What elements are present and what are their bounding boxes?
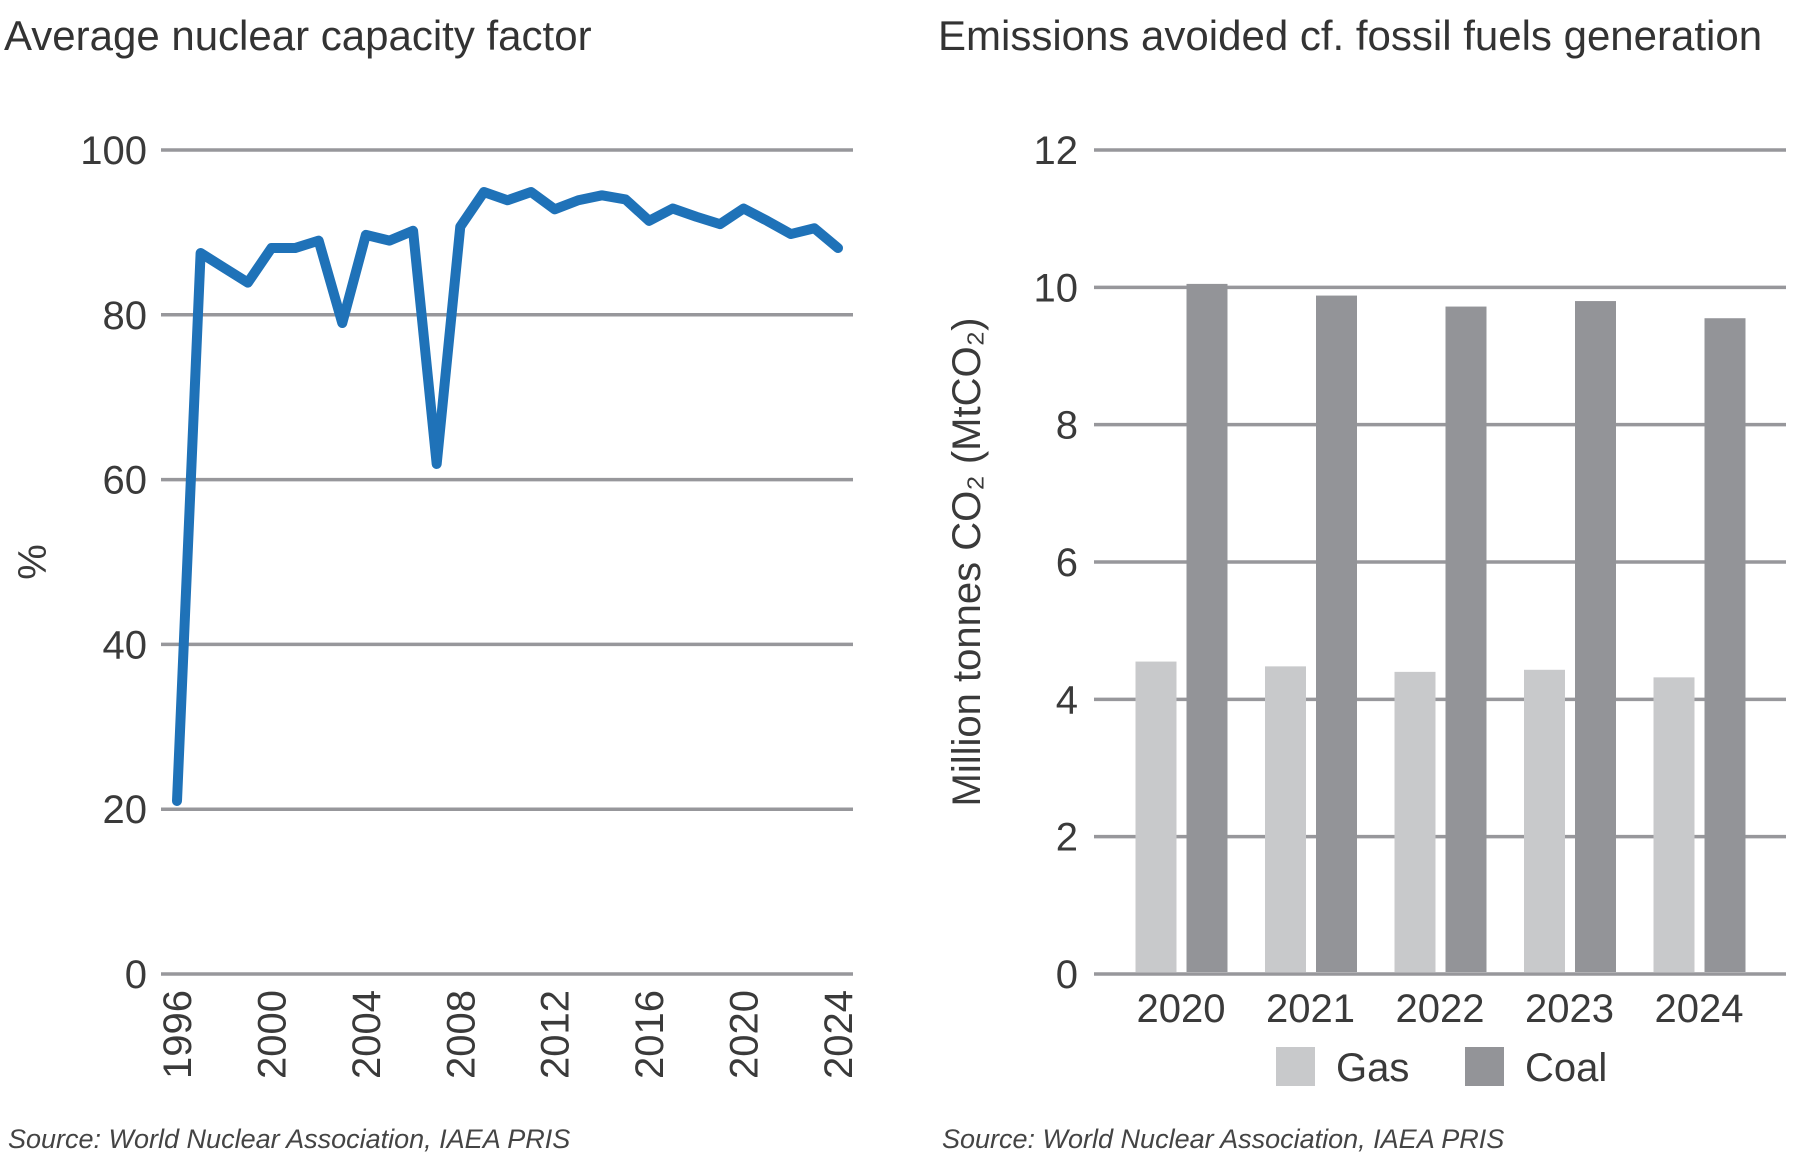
y-tick-label: 0 [125,953,147,997]
y-tick-label: 40 [103,623,148,667]
x-tick-label: 2004 [345,990,389,1079]
x-tick-label: 2020 [723,990,767,1079]
capacity-factor-line [172,187,843,806]
y-tick-label: 4 [1056,678,1078,722]
bar-coal-2022 [1445,306,1487,972]
y-tick-label: 2 [1056,816,1078,860]
y-tick-label: 0 [1056,953,1078,997]
y-tick-label: 80 [103,294,148,338]
x-tick-label: 2000 [250,990,294,1079]
legend-swatch-coal [1465,1047,1504,1086]
x-tick-label: 2008 [439,990,483,1079]
y-tick-label: 12 [1034,129,1079,173]
x-tick-label: 2024 [817,990,861,1079]
y-tick-label: 20 [103,788,148,832]
y-tick-label: 10 [1034,266,1079,310]
y-tick-label: 100 [80,129,147,173]
bar-gas-2020 [1135,661,1177,972]
bar-gas-2024 [1653,677,1695,972]
bar-gas-2022 [1394,671,1436,972]
left-source-note: Source: World Nuclear Association, IAEA … [8,1124,570,1154]
bar-coal-2023 [1575,301,1616,973]
right-source-note: Source: World Nuclear Association, IAEA … [942,1124,1504,1154]
bar-coal-2020 [1186,283,1228,972]
x-tick-label: 1996 [156,990,200,1079]
x-tick-label: 2022 [1396,987,1485,1031]
bar-coal-2021 [1316,295,1357,972]
x-tick-label: 2023 [1525,987,1614,1031]
y-tick-label: 60 [103,459,148,503]
x-tick-label: 2012 [534,990,578,1079]
x-tick-label: 2016 [628,990,672,1079]
x-tick-label: 2021 [1266,987,1355,1031]
y-tick-label: 6 [1056,541,1078,585]
left-chart-title: Average nuclear capacity factor [4,12,592,59]
right-y-axis-label: Million tonnes CO₂ (MtCO₂) [945,318,989,807]
left-y-axis-label: % [11,544,55,580]
right-chart-title: Emissions avoided cf. fossil fuels gener… [938,12,1762,59]
y-tick-label: 8 [1056,404,1078,448]
legend-label-gas: Gas [1336,1046,1409,1090]
x-tick-label: 2024 [1655,987,1744,1031]
bar-coal-2024 [1704,318,1746,972]
x-tick-label: 2020 [1137,987,1226,1031]
legend-swatch-gas [1276,1047,1315,1086]
bar-gas-2023 [1524,669,1565,972]
bar-gas-2021 [1265,666,1306,972]
legend-label-coal: Coal [1525,1046,1607,1090]
